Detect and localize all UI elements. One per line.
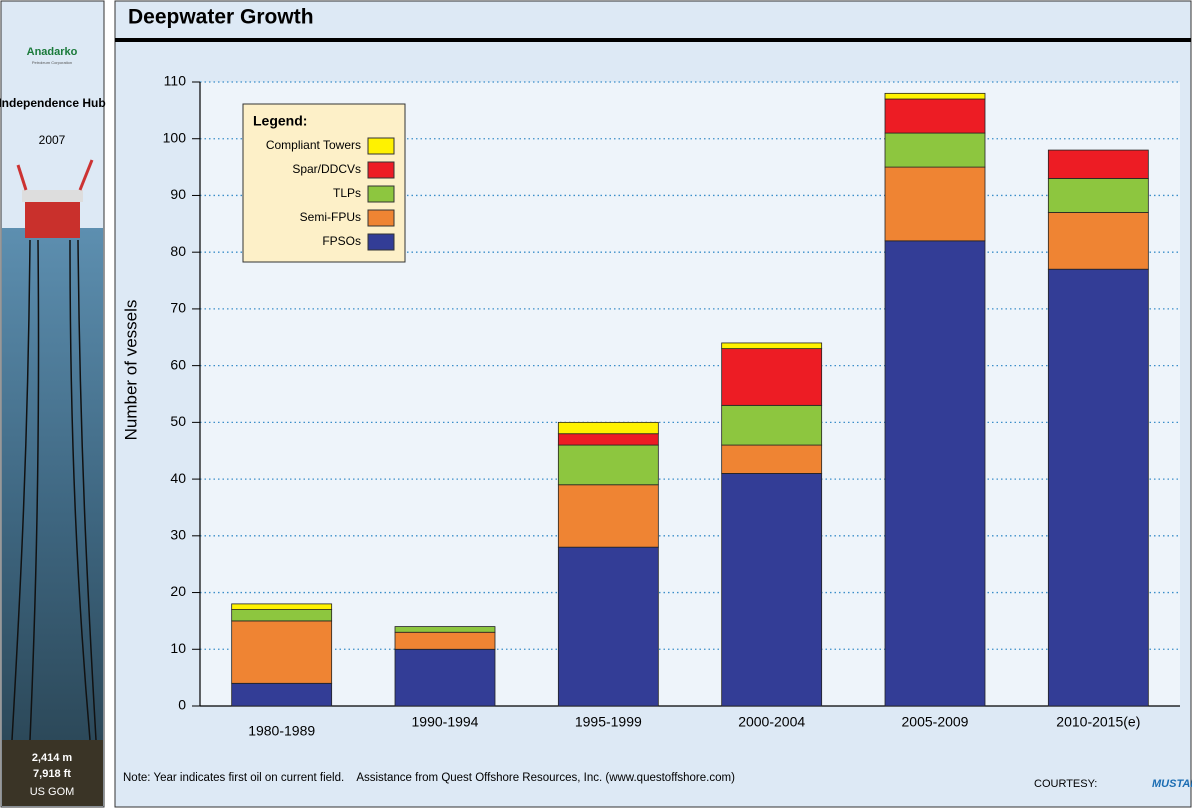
bar-segment	[231, 682, 333, 707]
platform-deck	[22, 190, 83, 202]
y-tick-label: 20	[170, 583, 186, 599]
x-tick-label: 2010-2015(e)	[1056, 714, 1140, 730]
bar-segment	[884, 132, 986, 168]
y-tick-label: 0	[178, 697, 186, 713]
platform-hull	[25, 198, 80, 238]
courtesy-logo: MUSTANG	[1152, 778, 1192, 790]
bar-segment	[557, 433, 659, 446]
legend-swatch	[367, 161, 395, 179]
x-tick-label: 2005-2009	[902, 714, 969, 730]
bar-segment	[721, 342, 823, 350]
legend-swatch	[367, 209, 395, 227]
seabed	[2, 740, 103, 806]
bar-segment	[557, 444, 659, 486]
depth-ft: 7,918 ft	[33, 768, 71, 780]
region: US GOM	[30, 786, 75, 798]
bar-segment	[1047, 212, 1149, 270]
bar-segment	[231, 620, 333, 684]
bar-segment	[231, 603, 333, 610]
legend-swatch	[367, 137, 395, 155]
bar-segment	[557, 546, 659, 707]
year: 2007	[39, 133, 66, 147]
y-tick-label: 70	[170, 300, 186, 316]
bar-segment	[1047, 178, 1149, 213]
x-tick-label: 2000-2004	[738, 714, 805, 730]
legend-label: TLPs	[333, 186, 361, 200]
bar-segment	[1047, 149, 1149, 179]
legend-label: FPSOs	[322, 234, 361, 248]
legend-swatch	[367, 185, 395, 203]
bar-segment	[884, 166, 986, 242]
bar-segment	[394, 631, 496, 650]
flare	[16, 164, 28, 191]
bar-segment	[557, 421, 659, 435]
bar-segment	[394, 648, 496, 707]
legend-label: Semi-FPUs	[300, 210, 361, 224]
title-rule	[115, 38, 1191, 42]
bar-segment	[721, 404, 823, 446]
y-tick-label: 60	[170, 356, 186, 372]
project: Independence Hub	[0, 96, 106, 110]
y-tick-label: 80	[170, 243, 186, 259]
logo: Anadarko	[27, 46, 78, 58]
bar-segment	[884, 92, 986, 100]
sea	[2, 228, 103, 806]
bar-segment	[721, 348, 823, 406]
bar-segment	[1047, 268, 1149, 707]
depth-m: 2,414 m	[32, 752, 73, 764]
bar-segment	[394, 626, 496, 633]
note: Note: Year indicates first oil on curren…	[123, 772, 735, 784]
crane	[78, 159, 94, 191]
legend-title: Legend:	[253, 113, 307, 129]
bar-segment	[557, 484, 659, 548]
y-tick-label: 100	[163, 129, 187, 145]
y-tick-label: 90	[170, 186, 186, 202]
bar-segment	[884, 98, 986, 134]
chart-title: Deepwater Growth	[128, 6, 314, 29]
bar-segment	[721, 473, 823, 707]
y-tick-label: 110	[164, 73, 187, 89]
legend-label: Spar/DDCVs	[292, 162, 361, 176]
legend-label: Compliant Towers	[266, 138, 361, 152]
y-tick-label: 30	[170, 527, 186, 543]
logo-sub: Petroleum Corporation	[32, 60, 72, 65]
bar-segment	[231, 609, 333, 622]
x-tick-label: 1980-1989	[248, 723, 315, 739]
y-tick-label: 50	[170, 413, 186, 429]
y-tick-label: 10	[170, 640, 186, 656]
x-tick-label: 1995-1999	[575, 714, 642, 730]
bar-segment	[884, 240, 986, 707]
bar-segment	[721, 444, 823, 474]
legend-swatch	[367, 233, 395, 251]
x-tick-label: 1990-1994	[412, 714, 479, 730]
y-tick-label: 40	[170, 470, 186, 486]
y-axis-label: Number of vessels	[121, 300, 140, 441]
risers	[11, 239, 97, 741]
courtesy: COURTESY:	[1034, 778, 1097, 790]
